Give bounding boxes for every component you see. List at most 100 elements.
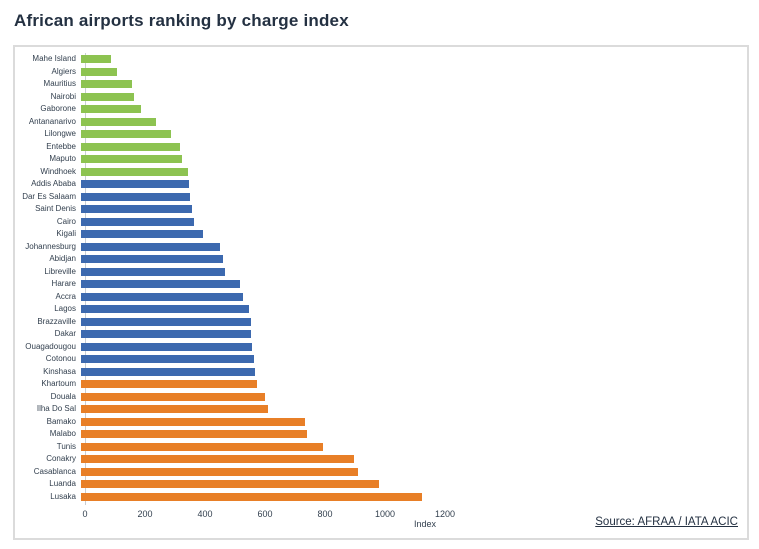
bar-track [81,478,747,491]
bar-track [81,391,747,404]
category-label: Libreville [44,266,76,276]
bar [81,205,192,214]
bar-track [81,303,747,316]
bar [81,392,265,401]
category-label: Conakry [46,454,76,463]
bar [81,155,182,164]
bar-track [81,341,747,354]
bar-track [81,278,747,291]
category-label: Ouagadougou [25,341,76,351]
category-label: Douala [50,391,76,401]
category-label: Addis Ababa [31,179,76,188]
bar [81,317,251,326]
bar [81,130,171,139]
category-label: Lilongwe [44,129,76,138]
y-axis-line [85,53,86,505]
bar-row: Casablanca [15,466,747,479]
category-label: Johannesburg [25,241,76,251]
bar-track [81,228,747,241]
bar-plot: Mahe Island Algiers Mauritius Nairobi Gaboro… [15,53,747,503]
bar-track [81,203,747,216]
x-axis: 0 200 400 600 800 1000 1200 [82,509,465,523]
bar-track [81,453,747,466]
bar [81,242,220,251]
bar-row: Entebbe [15,141,747,154]
category-label: Algiers [51,66,76,76]
bar-row: Johannesburg [15,241,747,254]
category-label: Kigali [56,229,76,238]
bar-row: Mahe Island [15,53,747,66]
bar-track [81,103,747,116]
bar-track [81,191,747,204]
category-label: Cotonou [45,354,76,363]
bar-row: Conakry [15,453,747,466]
bar-track [81,441,747,454]
bar-track [81,91,747,104]
bar-row: Kinshasa [15,366,747,379]
x-tick-label: 600 [257,509,273,519]
category-label: Mahe Island [32,54,76,63]
bar-row: Dar Es Salaam [15,191,747,204]
x-tick-label: 200 [137,509,153,519]
bar-row: Douala [15,391,747,404]
bar [81,380,257,389]
bar-track [81,141,747,154]
bar-row: Gaborone [15,103,747,116]
bar [81,417,305,426]
bar [81,330,252,339]
bar [81,217,194,226]
category-label: Windhoek [40,166,76,176]
bar [81,480,379,489]
bar-track [81,128,747,141]
bar-row: Lagos [15,303,747,316]
bar [81,192,190,201]
bar-track [81,466,747,479]
category-label: Tunis [56,441,76,451]
bar-track [81,378,747,391]
x-tick-label: 0 [82,509,88,519]
bar-row: Mauritius [15,78,747,91]
category-label: Dar Es Salaam [22,191,76,201]
category-label: Lagos [54,304,76,313]
bar [81,430,307,439]
bar-row: Nairobi [15,91,747,104]
bar [81,405,268,414]
category-label: Khartoum [41,379,76,388]
bar [81,80,132,89]
bar-track [81,266,747,279]
bar-row: Tunis [15,441,747,454]
bar-row: Ilha Do Sal [15,403,747,416]
bar-row: Ouagadougou [15,341,747,354]
bar-row: Khartoum [15,378,747,391]
source-link[interactable]: Source: AFRAA / IATA ACIC [595,516,738,528]
bar-row: Bamako [15,416,747,429]
bar-row: Windhoek [15,166,747,179]
bar-row: Dakar [15,328,747,341]
bar-row: Libreville [15,266,747,279]
x-tick-label: 800 [317,509,333,519]
x-tick-label: 1200 [434,509,456,519]
x-tick-label: 400 [197,509,213,519]
category-label: Kinshasa [43,366,76,376]
category-label: Abidjan [49,254,76,263]
bar-row: Abidjan [15,253,747,266]
bar-row: Antananarivo [15,116,747,129]
category-label: Ilha Do Sal [36,404,76,413]
bar [81,367,255,376]
bar-row: Cotonou [15,353,747,366]
chart-title: African airports ranking by charge index [14,11,349,30]
category-label: Lusaka [50,491,76,501]
bar [81,280,240,289]
bar [81,255,223,264]
category-label: Bamako [46,416,76,426]
category-label: Dakar [54,329,76,338]
category-label: Brazzaville [37,316,76,326]
category-label: Nairobi [50,91,76,101]
bar [81,105,141,114]
bar-track [81,253,747,266]
category-label: Luanda [49,479,76,488]
bar-track [81,116,747,129]
bar-row: Maputo [15,153,747,166]
category-label: Gaborone [40,104,76,113]
